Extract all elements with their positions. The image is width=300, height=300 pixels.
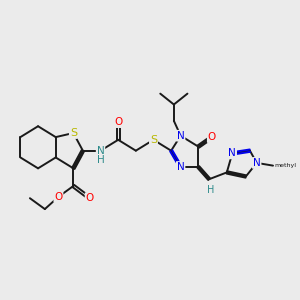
Text: O: O (85, 193, 94, 203)
Text: H: H (207, 185, 214, 195)
Text: N: N (253, 158, 261, 168)
Text: N: N (177, 131, 184, 141)
Text: N: N (97, 146, 104, 156)
Text: methyl: methyl (274, 163, 296, 168)
Text: N: N (177, 162, 184, 172)
Text: O: O (208, 132, 216, 142)
Text: S: S (70, 128, 77, 138)
Text: O: O (114, 117, 122, 127)
Text: H: H (97, 155, 104, 165)
Text: S: S (150, 135, 157, 145)
Text: N: N (228, 148, 236, 158)
Text: O: O (54, 192, 63, 202)
